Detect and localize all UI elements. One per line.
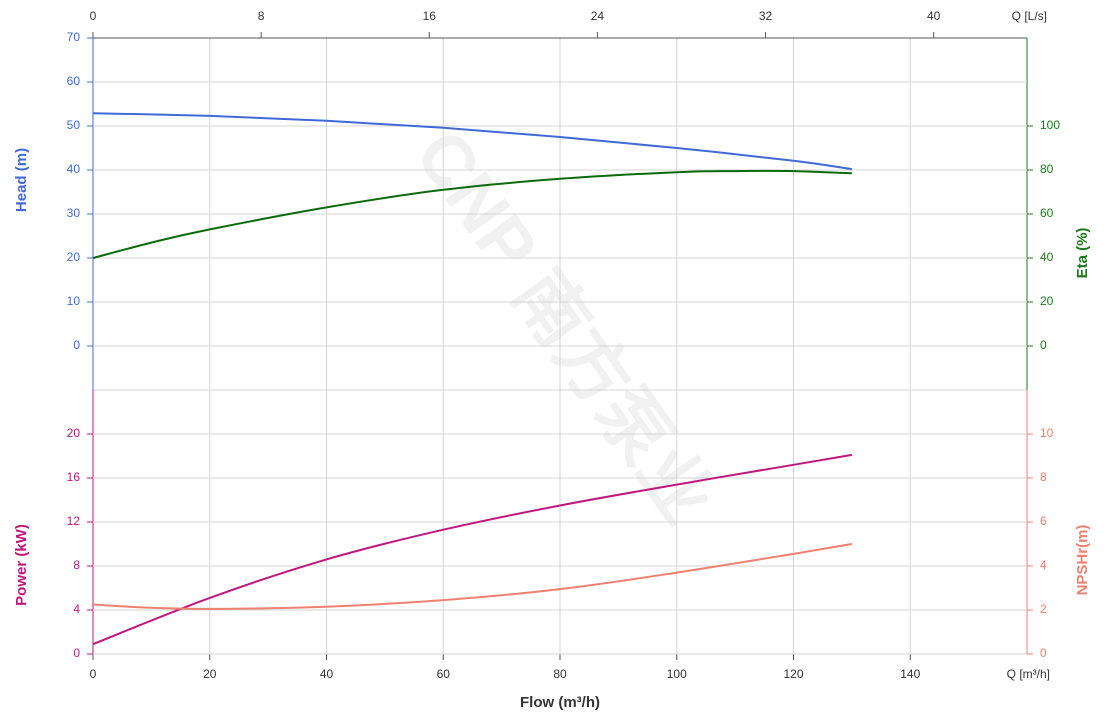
x-tick-label: 40: [320, 667, 334, 681]
y2-tick-label: 80: [1040, 162, 1054, 176]
y2-tick-label: 4: [1040, 558, 1047, 572]
y-axis-label: Head (m): [13, 148, 30, 212]
y2-tick-label: 20: [1040, 294, 1054, 308]
x2-tick-label: 32: [759, 9, 773, 23]
y-tick-label: 8: [73, 558, 80, 572]
watermark: CNP 南方泵业: [400, 116, 729, 538]
y2-axis-label: Eta (%): [1074, 228, 1091, 279]
y2-tick-label: 0: [1040, 646, 1047, 660]
x2-unit: Q [L/s]: [1012, 9, 1047, 23]
y2-tick-label: 100: [1040, 118, 1060, 132]
x2-tick-label: 0: [90, 9, 97, 23]
y2-tick-label: 8: [1040, 470, 1047, 484]
x2-tick-label: 40: [927, 9, 941, 23]
y-tick-label: 40: [67, 162, 81, 176]
y2-tick-label: 6: [1040, 514, 1047, 528]
y2-tick-label: 2: [1040, 602, 1047, 616]
curve: [92, 543, 853, 610]
y-axis-label: Power (kW): [13, 524, 30, 606]
x2-tick-label: 8: [258, 9, 265, 23]
y-tick-label: 60: [67, 74, 81, 88]
y-tick-label: 70: [67, 30, 81, 44]
x2-tick-label: 24: [591, 9, 605, 23]
y2-tick-label: 40: [1040, 250, 1054, 264]
y-tick-label: 30: [67, 206, 81, 220]
y-tick-label: 20: [67, 426, 81, 440]
y-tick-label: 0: [73, 646, 80, 660]
curve: [92, 112, 853, 171]
y2-tick-label: 60: [1040, 206, 1054, 220]
y-tick-label: 16: [67, 470, 81, 484]
x-tick-label: 120: [783, 667, 803, 681]
y-tick-label: 10: [67, 294, 81, 308]
x-tick-label: 20: [203, 667, 217, 681]
curve: [92, 169, 852, 259]
y2-axis-label: NPSHr(m): [1074, 525, 1091, 596]
y-tick-label: 20: [67, 250, 81, 264]
y-tick-label: 0: [73, 338, 80, 352]
y-tick-label: 12: [67, 514, 81, 528]
y2-tick-label: 0: [1040, 338, 1047, 352]
x-tick-label: 0: [90, 667, 97, 681]
x-tick-label: 100: [667, 667, 687, 681]
x2-tick-label: 16: [423, 9, 437, 23]
x-axis-label: Flow (m³/h): [520, 694, 600, 711]
y-tick-label: 50: [67, 118, 81, 132]
x-tick-label: 80: [553, 667, 567, 681]
x-unit: Q [m³/h]: [1007, 667, 1050, 681]
y-tick-label: 4: [73, 602, 80, 616]
curve: [92, 453, 853, 646]
y2-tick-label: 10: [1040, 426, 1054, 440]
x-tick-label: 140: [900, 667, 920, 681]
x-tick-label: 60: [437, 667, 451, 681]
